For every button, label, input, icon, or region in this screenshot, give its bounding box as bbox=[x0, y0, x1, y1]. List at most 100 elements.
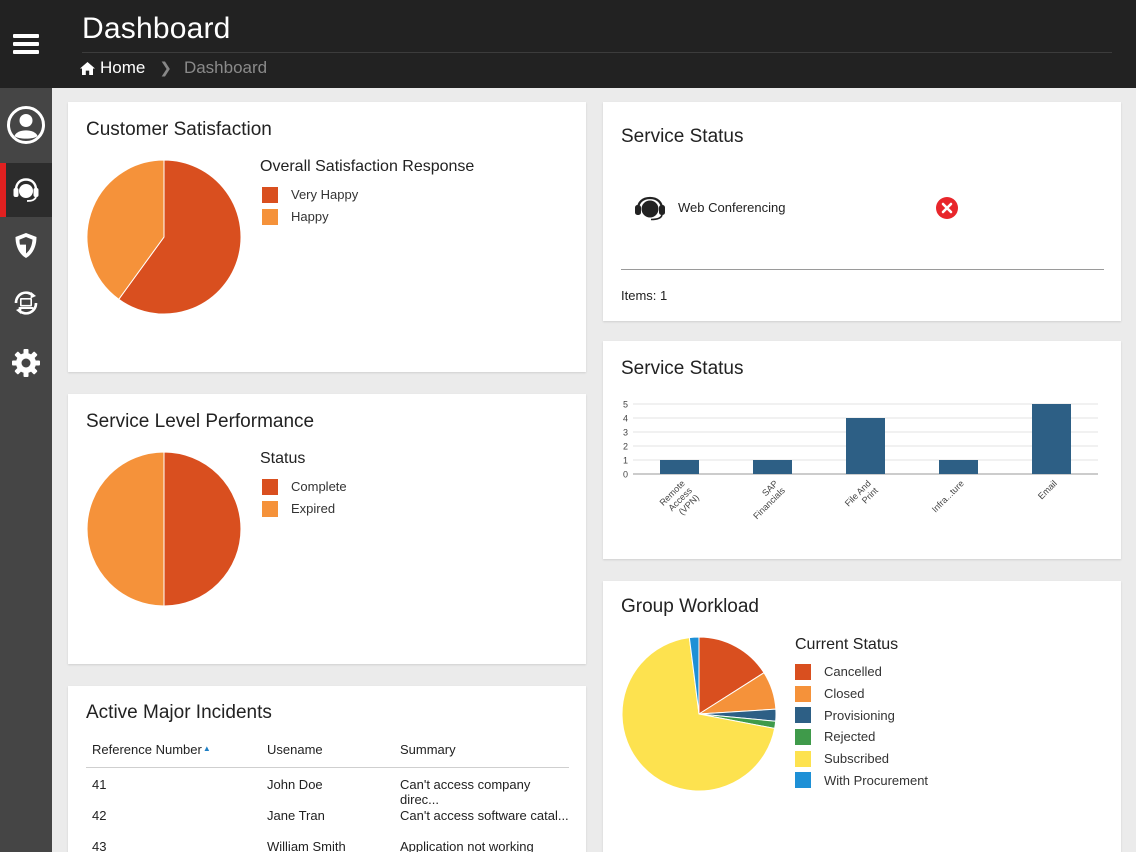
y-tick-label: 0 bbox=[623, 470, 628, 480]
items-count: Items: 1 bbox=[621, 288, 668, 303]
breadcrumb-home-label: Home bbox=[100, 58, 146, 77]
legend-swatch bbox=[795, 728, 811, 745]
legend-title: Status bbox=[260, 450, 306, 467]
bar[interactable] bbox=[1032, 404, 1071, 474]
legend-label: Very Happy bbox=[291, 187, 359, 203]
x-tick-label: RemoteAccess(VPN) bbox=[658, 478, 702, 522]
x-tick-label: Infra...ture bbox=[930, 478, 966, 514]
major-incidents-card: Active Major Incidents Reference Number▲… bbox=[68, 686, 586, 852]
home-icon bbox=[80, 61, 95, 75]
cell-username: William Smith bbox=[267, 839, 346, 852]
chevron-right-icon: ❯ bbox=[159, 60, 172, 77]
x-tick-label: SAPFinancials bbox=[744, 478, 787, 521]
legend-label: Complete bbox=[291, 479, 347, 495]
service-status-item[interactable]: Web Conferencing bbox=[633, 192, 973, 224]
sort-asc-icon: ▲ bbox=[202, 744, 211, 753]
legend-label: Expired bbox=[291, 501, 336, 517]
cell-summary: Can't access company direc... bbox=[400, 777, 531, 807]
pie-slice-expired[interactable] bbox=[86, 451, 165, 607]
pie-slice-happy[interactable] bbox=[86, 159, 165, 300]
legend-item: Cancelled bbox=[795, 661, 928, 683]
legend-swatch bbox=[795, 772, 811, 789]
legend-swatch bbox=[795, 707, 811, 724]
group-workload-card: Group Workload Current Status Cancelled … bbox=[603, 581, 1121, 852]
sidebar-item-profile[interactable] bbox=[0, 98, 52, 152]
legend-item: Happy bbox=[262, 206, 358, 228]
column-label: Reference Number bbox=[92, 742, 202, 757]
legend-swatch bbox=[795, 685, 811, 702]
user-circle-icon bbox=[7, 106, 45, 144]
legend-item: Subscribed bbox=[795, 748, 928, 770]
cell-summary: Application not working bbox=[400, 839, 534, 852]
column-header-summary[interactable]: Summary bbox=[400, 742, 456, 757]
sidebar-item-settings[interactable] bbox=[0, 336, 52, 390]
legend-label: Subscribed bbox=[824, 751, 890, 767]
header-divider bbox=[82, 52, 1112, 53]
legend-label: Cancelled bbox=[824, 664, 882, 680]
cell-username: John Doe bbox=[267, 777, 323, 792]
pie-slice-very-happy[interactable] bbox=[118, 159, 242, 315]
legend-label: Provisioning bbox=[824, 707, 895, 723]
customer-satisfaction-card: Customer Satisfaction Overall Satisfacti… bbox=[68, 102, 586, 372]
card-title: Service Level Performance bbox=[86, 411, 315, 432]
service-status-bar-chart: 0 1 2 3 4 5 RemoteAccess(VPN) SAPFinancials File… bbox=[623, 400, 1098, 522]
legend-swatch bbox=[262, 186, 278, 203]
table-row[interactable]: 41 John Doe Can't access company direc..… bbox=[86, 777, 569, 808]
error-x-icon bbox=[936, 197, 958, 219]
legend-label: Happy bbox=[291, 209, 329, 225]
legend-label: With Procurement bbox=[824, 772, 929, 788]
bar[interactable] bbox=[939, 460, 978, 474]
legend-item: Very Happy bbox=[262, 184, 358, 206]
legend-title: Overall Satisfaction Response bbox=[260, 158, 475, 175]
pie-slice-complete[interactable] bbox=[163, 451, 242, 607]
y-tick-label: 5 bbox=[623, 400, 628, 410]
legend-label: Closed bbox=[824, 686, 865, 702]
cell-username: Jane Tran bbox=[267, 808, 325, 823]
bar[interactable] bbox=[753, 460, 792, 474]
y-tick-label: 2 bbox=[623, 442, 628, 452]
service-status-chart-card: Service Status 0 1 2 3 4 5 RemoteAccess(VPN) SA… bbox=[603, 341, 1121, 559]
legend-item: Rejected bbox=[795, 726, 928, 748]
y-tick-label: 1 bbox=[623, 456, 628, 466]
chart-legend: Very Happy Happy bbox=[262, 184, 358, 227]
sidebar bbox=[0, 88, 52, 852]
breadcrumb-home-link[interactable]: Home bbox=[80, 58, 145, 78]
cell-reference: 43 bbox=[92, 839, 107, 852]
y-tick-label: 3 bbox=[623, 428, 628, 438]
x-tick-label: Email bbox=[1036, 478, 1059, 501]
card-title: Customer Satisfaction bbox=[86, 119, 272, 140]
column-header-reference[interactable]: Reference Number▲ bbox=[92, 742, 211, 757]
bar[interactable] bbox=[660, 460, 699, 474]
incidents-table-header: Reference Number▲ Usename Summary bbox=[86, 742, 569, 768]
table-row[interactable]: 42 Jane Tran Can't access software catal… bbox=[86, 808, 569, 839]
pie-slice-cancelled[interactable] bbox=[698, 636, 765, 715]
pie-slice-with-procurement[interactable] bbox=[688, 636, 700, 715]
table-row[interactable]: 43 William Smith Application not working bbox=[86, 839, 569, 852]
legend-item: Complete bbox=[262, 476, 347, 498]
bar[interactable] bbox=[846, 418, 885, 474]
x-tick-label: File AndPrint bbox=[843, 478, 880, 515]
legend-item: Provisioning bbox=[795, 704, 928, 726]
breadcrumb: Home ❯ Dashboard bbox=[80, 57, 267, 79]
page-title: Dashboard bbox=[82, 12, 231, 45]
legend-label: Rejected bbox=[824, 729, 876, 745]
cell-summary: Can't access software catal... bbox=[400, 808, 569, 823]
satisfaction-pie-chart bbox=[86, 159, 242, 315]
legend-title: Current Status bbox=[795, 636, 899, 653]
breadcrumb-current: Dashboard bbox=[183, 58, 268, 77]
column-header-username[interactable]: Usename bbox=[267, 742, 323, 757]
y-tick-label: 4 bbox=[623, 414, 628, 424]
sidebar-item-devices[interactable] bbox=[0, 276, 52, 330]
legend-item: Expired bbox=[262, 498, 347, 520]
legend-swatch bbox=[795, 750, 811, 767]
group-workload-pie-chart bbox=[621, 636, 777, 792]
list-divider bbox=[621, 269, 1104, 270]
device-sync-icon bbox=[14, 291, 38, 315]
app-header: Dashboard Home ❯ Dashboard bbox=[0, 0, 1136, 88]
pie-slice-subscribed[interactable] bbox=[621, 637, 776, 792]
legend-swatch bbox=[262, 208, 278, 225]
legend-swatch bbox=[262, 478, 278, 495]
sidebar-item-service-desk[interactable] bbox=[0, 163, 52, 217]
hamburger-menu-button[interactable] bbox=[0, 0, 52, 88]
sidebar-item-security[interactable] bbox=[0, 218, 52, 272]
